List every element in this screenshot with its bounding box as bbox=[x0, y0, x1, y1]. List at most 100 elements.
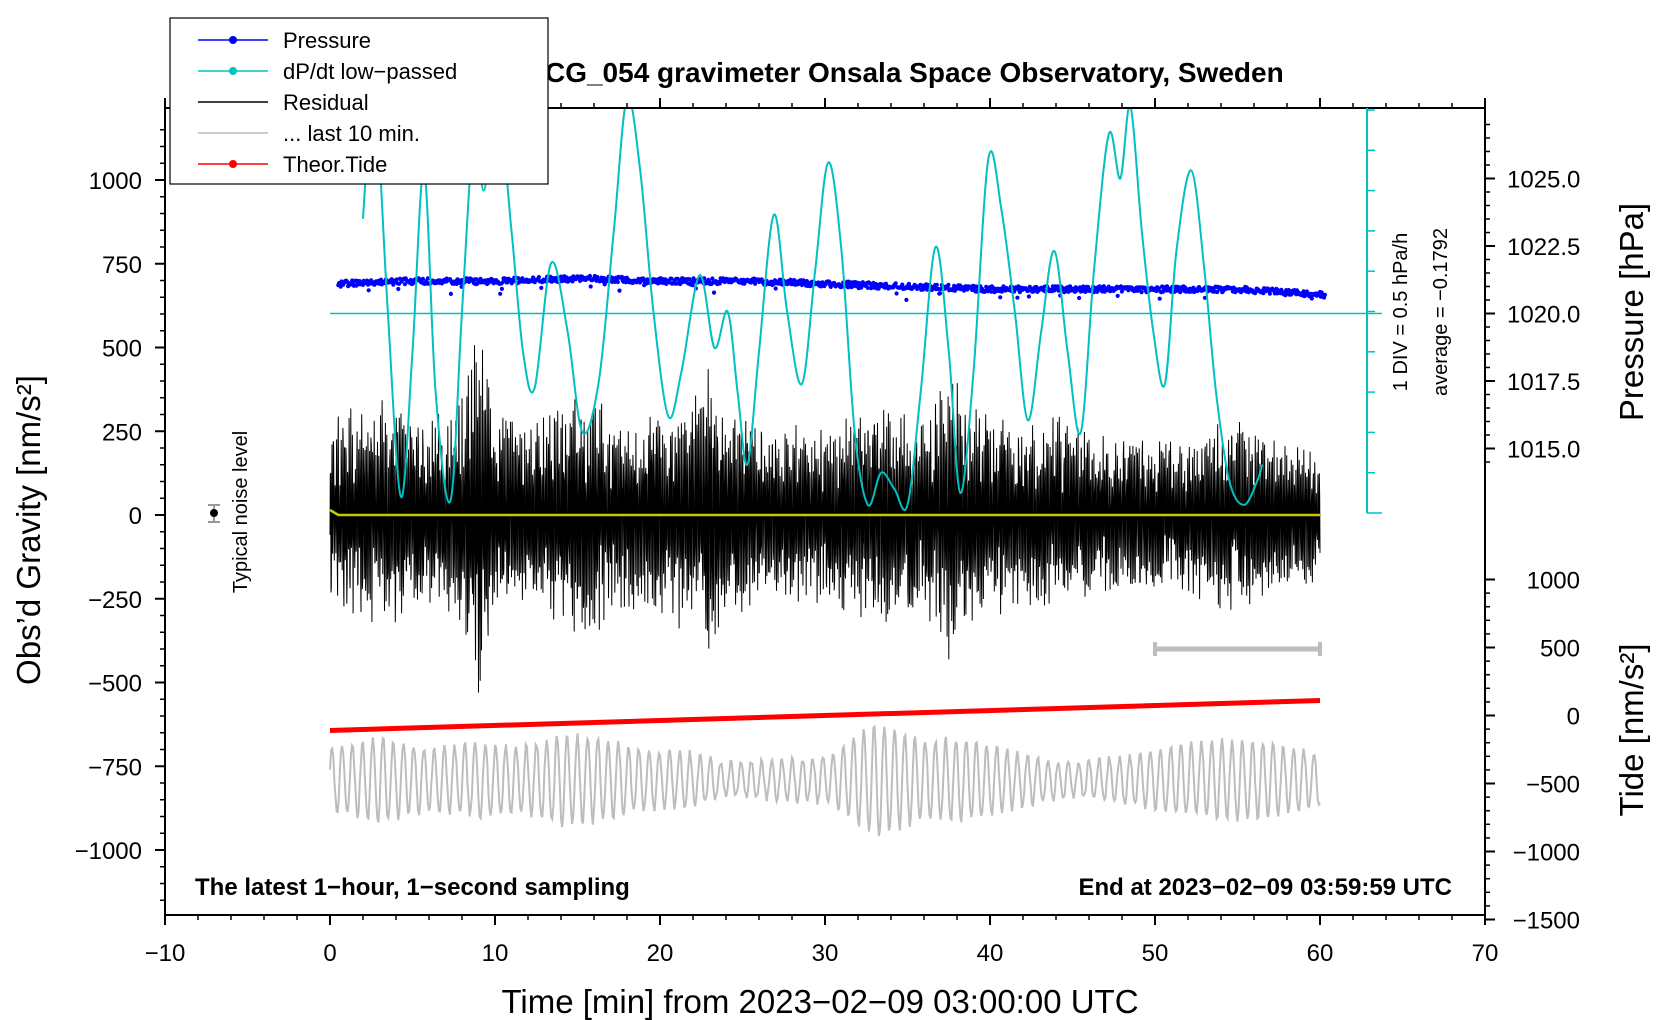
bottom-left-note: The latest 1−hour, 1−second sampling bbox=[195, 874, 630, 901]
pressure-tick-label: 1025.0 bbox=[1507, 167, 1580, 194]
tide-tick-label: 0 bbox=[1567, 704, 1580, 731]
pressure-point bbox=[1015, 295, 1020, 300]
x-tick-label: 40 bbox=[977, 940, 1004, 967]
pressure-point bbox=[669, 276, 674, 281]
y-tick-label: −500 bbox=[88, 671, 142, 698]
pressure-point bbox=[425, 276, 430, 281]
pressure-point bbox=[1086, 284, 1091, 290]
pressure-point bbox=[1055, 284, 1060, 289]
pressure-point bbox=[587, 273, 593, 279]
pressure-point bbox=[1079, 289, 1084, 294]
legend-marker bbox=[229, 36, 237, 44]
pressure-point bbox=[865, 285, 870, 290]
pressure-point bbox=[1322, 292, 1327, 297]
theor-tide-line bbox=[329, 698, 1321, 733]
tide-tick-label: −1500 bbox=[1513, 908, 1580, 935]
axes: −10 0 10 20 30 40 50 60 70 1000 750 500 250 0 −250 −500… bbox=[75, 98, 1580, 967]
chart-title: SCG_054 gravimeter Onsala Space Observat… bbox=[526, 57, 1283, 88]
x-tick-label: 20 bbox=[647, 940, 674, 967]
pressure-point bbox=[539, 285, 544, 290]
pressure-point bbox=[1119, 289, 1124, 294]
pressure-point bbox=[1267, 291, 1272, 296]
pressure-point bbox=[1077, 295, 1082, 301]
y-tick-label: 0 bbox=[129, 503, 142, 530]
pressure-point bbox=[394, 277, 399, 282]
pressure-point bbox=[1034, 284, 1039, 290]
pressure-point bbox=[1156, 286, 1161, 291]
pressure-point bbox=[690, 283, 695, 288]
pressure-point bbox=[900, 282, 905, 287]
y-axis-label-tide: Tide [nm/s²] bbox=[1613, 644, 1650, 817]
pressure-point bbox=[615, 279, 620, 285]
pressure-point bbox=[448, 277, 453, 282]
pressure-point bbox=[711, 290, 717, 295]
pressure-point bbox=[934, 282, 939, 287]
pressure-point bbox=[1115, 293, 1120, 298]
bottom-right-note: End at 2023−02−09 03:59:59 UTC bbox=[1078, 874, 1452, 901]
legend-box bbox=[169, 17, 549, 185]
y-axis-label-pressure: Pressure [hPa] bbox=[1613, 203, 1650, 421]
pressure-point bbox=[904, 297, 909, 302]
pressure-point bbox=[499, 286, 504, 291]
y-tick-label: 500 bbox=[102, 336, 142, 363]
pressure-point bbox=[818, 284, 824, 289]
x-tick-label: 10 bbox=[482, 940, 509, 967]
y-tick-label: −250 bbox=[88, 587, 142, 614]
pressure-point bbox=[402, 282, 407, 287]
noise-level-label: Typical noise level bbox=[230, 431, 252, 593]
pressure-point bbox=[474, 277, 479, 282]
tide-tick-label: 500 bbox=[1540, 636, 1580, 663]
pressure-point bbox=[536, 275, 542, 280]
pressure-point bbox=[1157, 296, 1162, 301]
residual-line bbox=[329, 345, 1321, 693]
pressure-point bbox=[641, 276, 646, 281]
pressure-point bbox=[1026, 294, 1031, 299]
legend-marker bbox=[229, 160, 237, 168]
x-tick-label: 30 bbox=[812, 940, 839, 967]
pressure-point bbox=[588, 284, 593, 289]
pressure-point bbox=[1309, 296, 1314, 301]
pressure-point bbox=[1139, 290, 1144, 295]
legend-label: Residual bbox=[283, 90, 369, 115]
dpdt-scale bbox=[330, 108, 1382, 514]
pressure-point bbox=[366, 288, 371, 293]
pressure-point bbox=[1279, 287, 1284, 292]
pressure-tick-label: 1015.0 bbox=[1507, 437, 1580, 464]
pressure-points bbox=[336, 273, 1327, 302]
pressure-point bbox=[595, 274, 600, 280]
pressure-point bbox=[454, 281, 459, 287]
legend: Pressure dP/dt low−passed Residual ... last… bbox=[169, 17, 549, 185]
pressure-point bbox=[773, 286, 778, 291]
tide-tick-label: −500 bbox=[1526, 772, 1580, 799]
pressure-point bbox=[938, 291, 943, 296]
x-tick-label: −10 bbox=[145, 940, 186, 967]
average-label: average = −0.1792 bbox=[1430, 228, 1452, 396]
x-tick-label: 50 bbox=[1142, 940, 1169, 967]
pressure-point bbox=[998, 295, 1003, 300]
pressure-point bbox=[989, 289, 994, 294]
y-tick-label: 250 bbox=[102, 419, 142, 446]
pressure-point bbox=[577, 278, 583, 283]
x-tick-label: 60 bbox=[1307, 940, 1334, 967]
pressure-point bbox=[710, 276, 715, 281]
y-axis-label-left: Obs’d Gravity [nm/s²] bbox=[10, 375, 47, 685]
residual-mean-line bbox=[329, 508, 1320, 517]
noise-level-marker bbox=[208, 504, 220, 523]
pressure-tick-label: 1022.5 bbox=[1507, 234, 1580, 261]
y-tick-label: −750 bbox=[88, 754, 142, 781]
pressure-point bbox=[1202, 295, 1207, 300]
pressure-point bbox=[420, 276, 425, 281]
pressure-point bbox=[946, 282, 951, 287]
last-10-min-line bbox=[329, 724, 1321, 837]
pressure-point bbox=[396, 286, 401, 292]
pressure-point bbox=[619, 274, 625, 279]
pressure-point bbox=[1215, 289, 1220, 295]
pressure-tick-label: 1017.5 bbox=[1507, 369, 1580, 396]
x-axis-label: Time [min] from 2023−02−09 03:00:00 UTC bbox=[501, 983, 1138, 1020]
pressure-point bbox=[999, 289, 1004, 294]
y-tick-label: 1000 bbox=[89, 168, 142, 195]
x-tick-label: 70 bbox=[1472, 940, 1499, 967]
pressure-point bbox=[559, 274, 564, 279]
pressure-point bbox=[893, 281, 898, 286]
legend-label: ... last 10 min. bbox=[283, 121, 420, 146]
